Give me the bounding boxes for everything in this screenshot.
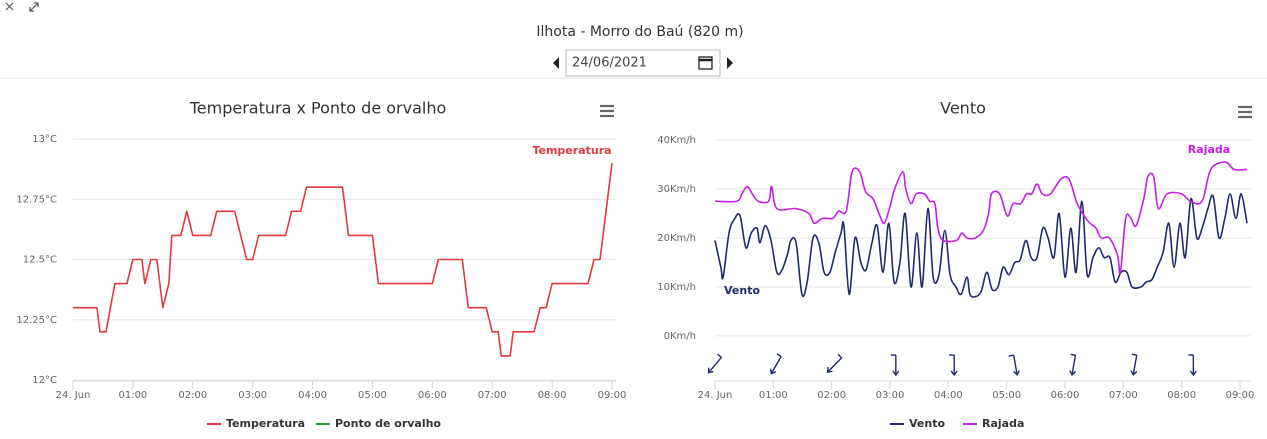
arrow-head: [1013, 370, 1021, 376]
wind-arrow: [890, 354, 900, 377]
legend-label: Vento: [909, 417, 945, 430]
date-input[interactable]: [565, 49, 721, 77]
x-tick-label: 03:00: [238, 390, 267, 401]
date-text: 24/06/2021: [572, 56, 647, 71]
chart-menu[interactable]: [1238, 105, 1252, 119]
arrow-shaft: [708, 356, 722, 374]
chart-menu[interactable]: [600, 104, 614, 118]
arrow-head: [769, 368, 777, 375]
x-tick-label: 04:00: [934, 390, 963, 401]
expand-icon[interactable]: [29, 2, 39, 12]
arrow-tail: [837, 353, 843, 359]
x-tick-label: 06:00: [418, 390, 447, 401]
x-tick-label: 04:00: [298, 390, 327, 401]
x-tick-label: 06:00: [1051, 390, 1080, 401]
x-tick-label: 07:00: [1109, 390, 1138, 401]
legend-label: Temperatura: [226, 417, 305, 430]
x-tick-label: 08:00: [538, 390, 567, 401]
close-icon[interactable]: [5, 2, 14, 11]
arrow-shaft: [1132, 355, 1138, 375]
arrow-tail: [717, 353, 722, 358]
arrow-shaft: [770, 355, 782, 375]
arrow-shaft: [827, 357, 843, 373]
series-annotation: Vento: [724, 284, 760, 297]
series-line: [714, 161, 1248, 275]
x-tick-label: 24. Jun: [698, 390, 733, 401]
next-day[interactable]: [727, 57, 733, 69]
prev-day[interactable]: [553, 57, 559, 69]
arrow-head: [1130, 370, 1138, 376]
x-tick-label: 07:00: [478, 390, 507, 401]
y-tick-label: 10Km/h: [657, 282, 696, 293]
wind-arrow: [1188, 354, 1197, 377]
x-tick-label: 05:00: [358, 390, 387, 401]
wind-arrow: [1008, 354, 1021, 376]
series-annotation: Rajada: [1188, 143, 1230, 156]
legend-label: Rajada: [982, 417, 1024, 430]
chart-title: Temperatura x Ponto de orvalho: [189, 99, 447, 118]
y-tick-label: 12.75°C: [16, 194, 57, 205]
wind-arrow: [826, 353, 843, 373]
y-tick-label: 0Km/h: [664, 331, 696, 342]
wind-arrow: [1130, 353, 1138, 376]
wind-arrow: [769, 353, 782, 375]
wind-arrow: [949, 354, 958, 377]
arrow-head: [826, 367, 833, 373]
y-tick-label: 12.25°C: [16, 315, 57, 326]
chart-title: Vento: [940, 99, 986, 118]
x-tick-label: 03:00: [876, 390, 905, 401]
wind-arrow: [707, 353, 722, 374]
arrow-head: [1189, 370, 1197, 377]
arrow-tail: [1008, 354, 1014, 357]
arrow-shaft: [1012, 355, 1018, 375]
calendar-icon[interactable]: [698, 56, 713, 70]
x-tick-label: 08:00: [1167, 390, 1196, 401]
arrow-tail: [1070, 353, 1076, 356]
arrow-shaft: [1071, 355, 1077, 375]
x-tick-label: 01:00: [759, 390, 788, 401]
legend-label: Ponto de orvalho: [335, 417, 441, 430]
x-tick-label: 09:00: [598, 390, 627, 401]
series-line: [714, 193, 1248, 298]
y-tick-label: 12°C: [32, 375, 57, 386]
arrow-head: [1069, 370, 1077, 376]
wind-arrow: [1069, 353, 1077, 376]
station-title: Ilhota - Morro do Baú (820 m): [536, 24, 743, 40]
series-line: [73, 163, 613, 357]
x-tick-label: 09:00: [1226, 390, 1255, 401]
y-tick-label: 13°C: [32, 134, 57, 145]
series-annotation: Temperatura: [532, 144, 611, 157]
arrow-tail: [1131, 353, 1137, 356]
arrow-tail: [776, 353, 782, 357]
y-tick-label: 30Km/h: [657, 184, 696, 195]
x-tick-label: 24. Jun: [56, 390, 91, 401]
y-tick-label: 20Km/h: [657, 233, 696, 244]
arrow-head: [707, 367, 714, 374]
arrow-head: [892, 370, 900, 377]
arrow-head: [950, 370, 958, 377]
x-tick-label: 02:00: [817, 390, 846, 401]
x-tick-label: 01:00: [118, 390, 147, 401]
y-tick-label: 12.5°C: [23, 255, 57, 266]
x-tick-label: 05:00: [992, 390, 1021, 401]
x-tick-label: 02:00: [178, 390, 207, 401]
y-tick-label: 40Km/h: [657, 135, 696, 146]
